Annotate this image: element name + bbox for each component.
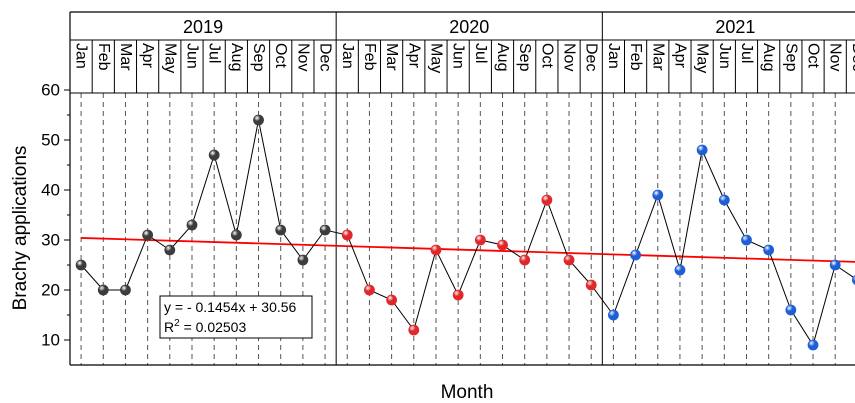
month-label: Jun [183, 43, 200, 69]
month-label: Dec [849, 43, 855, 71]
month-label: Apr [405, 43, 422, 69]
y-tick-label: 40 [41, 181, 60, 200]
data-point [807, 339, 819, 351]
month-label: Oct [272, 43, 289, 68]
month-label: Aug [494, 43, 511, 71]
data-point [341, 229, 353, 241]
equation-box: y = - 0.1454x + 30.56 R2 = 0.02503 [159, 295, 313, 339]
data-point [364, 284, 375, 296]
data-point [585, 279, 597, 291]
data-point [829, 259, 841, 271]
month-label: Jul [738, 43, 755, 63]
year-label: 2020 [449, 17, 489, 37]
month-label: May [427, 43, 444, 73]
data-point [674, 264, 686, 276]
trendline [81, 237, 855, 263]
month-label: Nov [561, 43, 578, 71]
grid-lines [80, 12, 836, 365]
y-tick-label: 20 [41, 281, 60, 300]
month-label: Apr [671, 43, 688, 69]
month-label: Aug [228, 43, 245, 71]
month-label: Dec [583, 43, 600, 71]
data-point [386, 294, 398, 306]
data-point [75, 259, 87, 271]
data-point [563, 254, 575, 266]
data-point [230, 229, 242, 241]
month-label: Feb [361, 43, 378, 71]
data-point [608, 309, 619, 321]
month-label: Mar [117, 43, 134, 71]
y-tick-label: 60 [41, 81, 60, 100]
data-point [851, 275, 855, 285]
month-label: Aug [760, 43, 777, 71]
data-point [652, 189, 664, 201]
month-label: Sep [782, 43, 799, 72]
r2-value: = 0.02503 [180, 319, 247, 335]
data-point [208, 149, 220, 161]
series-layer [75, 114, 855, 351]
month-label: Apr [139, 43, 156, 69]
month-label: Mar [649, 43, 666, 71]
y-axis-title: Brachy applications [10, 146, 31, 311]
data-point [120, 284, 131, 296]
month-label: Jan [339, 43, 356, 69]
month-label: Oct [538, 43, 555, 68]
month-label: Jun [716, 43, 733, 69]
month-label: Feb [95, 43, 112, 71]
month-label: Feb [627, 43, 644, 71]
month-label: Jan [73, 43, 90, 69]
trendline-r2: R2 = 0.02503 [164, 318, 246, 335]
y-axis: 10 20 30 40 50 60 [41, 12, 71, 365]
trendline-layer [81, 237, 855, 263]
data-point [97, 284, 109, 296]
data-point [763, 244, 775, 256]
connecting-line [80, 119, 855, 347]
month-label: Sep [250, 43, 267, 72]
data-point [541, 194, 553, 206]
trendline-equation: y = - 0.1454x + 30.56 [164, 299, 297, 315]
data-point [696, 144, 708, 156]
r2-superscript: 2 [174, 318, 180, 329]
equation-box-frame [159, 295, 313, 339]
data-point [297, 254, 309, 266]
month-label: Nov [827, 43, 844, 71]
month-label: Mar [383, 43, 400, 71]
y-tick-label: 50 [41, 131, 60, 150]
data-point [319, 224, 331, 236]
y-tick-label: 10 [41, 331, 60, 350]
year-label: 2021 [715, 17, 755, 37]
month-label: Jul [206, 43, 223, 63]
x-axis-title: Month [441, 382, 494, 403]
data-point [785, 304, 797, 316]
year-label: 2019 [183, 17, 223, 37]
data-point [452, 289, 464, 301]
data-point [253, 114, 264, 126]
month-label: Jul [472, 43, 489, 63]
month-label: Sep [516, 43, 533, 72]
month-label: Dec [317, 43, 334, 71]
month-label: Oct [805, 43, 822, 68]
month-label: Jun [450, 43, 467, 69]
month-label: Nov [294, 43, 311, 71]
month-year-header: 2019 2020 2021 Jan Feb Mar Apr May Jun Jul Aug Sep O… [70, 11, 855, 366]
data-point [519, 254, 531, 266]
data-point [142, 229, 154, 241]
data-point [497, 239, 508, 251]
data-point [718, 194, 730, 206]
y-tick-label: 30 [41, 231, 60, 250]
month-label: May [694, 43, 711, 73]
data-point [164, 244, 176, 256]
data-point [741, 234, 752, 246]
data-point [275, 224, 287, 236]
data-point [474, 234, 486, 246]
month-label: Jan [605, 43, 622, 69]
r2-prefix: R [164, 319, 174, 335]
data-point [430, 244, 442, 256]
data-point [408, 324, 420, 336]
data-point [186, 219, 198, 231]
data-point [630, 249, 641, 261]
month-label: May [161, 43, 178, 73]
